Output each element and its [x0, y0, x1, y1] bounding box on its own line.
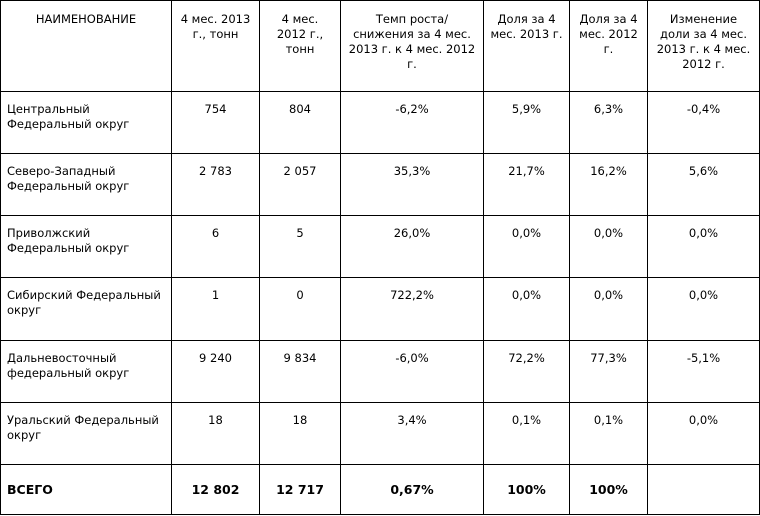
- growth-cell: 26,0%: [340, 215, 484, 279]
- header-growth-rate: Темп роста/снижения за 4 мес. 2013 г. к …: [340, 0, 484, 92]
- value-2012-cell: 9 834: [259, 339, 341, 403]
- region-name-cell: Дальневосточный федеральный округ: [0, 339, 172, 403]
- value-2013-cell: 18: [171, 401, 260, 465]
- region-name-cell: Северо-Западный Федеральный округ: [0, 153, 172, 217]
- table-row: Уральский Федеральный округ 18 18 3,4% 0…: [0, 401, 760, 465]
- value-2013-cell: 9 240: [171, 339, 260, 403]
- value-2013-cell: 6: [171, 215, 260, 279]
- share-change-cell: -0,4%: [647, 90, 760, 155]
- share-2013-cell: 0,1%: [483, 401, 570, 465]
- table-row: Северо-Западный Федеральный округ 2 783 …: [0, 153, 760, 217]
- region-name-cell: Сибирский Федеральный округ: [0, 277, 172, 341]
- growth-cell: 722,2%: [340, 277, 484, 341]
- region-name-cell: Центральный Федеральный округ: [0, 90, 172, 155]
- growth-cell: -6,0%: [340, 339, 484, 403]
- value-2013-cell: 2 783: [171, 153, 260, 217]
- value-2012-cell: 2 057: [259, 153, 341, 217]
- header-share-2013: Доля за 4 мес. 2013 г.: [483, 0, 570, 92]
- share-2013-cell: 21,7%: [483, 153, 570, 217]
- value-2012-cell: 18: [259, 401, 341, 465]
- table-row: Приволжский Федеральный округ 6 5 26,0% …: [0, 215, 760, 279]
- header-2013-tons: 4 мес. 2013 г., тонн: [171, 0, 260, 92]
- value-2013-cell: 754: [171, 90, 260, 155]
- table-row: Сибирский Федеральный округ 1 0 722,2% 0…: [0, 277, 760, 341]
- share-2012-cell: 0,1%: [569, 401, 648, 465]
- total-growth-cell: 0,67%: [340, 463, 484, 516]
- share-change-cell: 5,6%: [647, 153, 760, 217]
- share-2012-cell: 6,3%: [569, 90, 648, 155]
- share-2013-cell: 5,9%: [483, 90, 570, 155]
- share-2012-cell: 0,0%: [569, 277, 648, 341]
- share-change-cell: 0,0%: [647, 401, 760, 465]
- share-2012-cell: 16,2%: [569, 153, 648, 217]
- share-2013-cell: 0,0%: [483, 277, 570, 341]
- region-name-cell: Приволжский Федеральный округ: [0, 215, 172, 279]
- header-share-2012: Доля за 4 мес. 2012 г.: [569, 0, 648, 92]
- header-row: НАИМЕНОВАНИЕ 4 мес. 2013 г., тонн 4 мес.…: [0, 0, 760, 92]
- total-share-change-cell: [647, 463, 760, 516]
- share-2012-cell: 77,3%: [569, 339, 648, 403]
- header-name: НАИМЕНОВАНИЕ: [0, 0, 172, 92]
- total-share-2012-cell: 100%: [569, 463, 648, 516]
- total-2013-cell: 12 802: [171, 463, 260, 516]
- growth-cell: 35,3%: [340, 153, 484, 217]
- total-label-cell: ВСЕГО: [0, 463, 172, 516]
- value-2012-cell: 804: [259, 90, 341, 155]
- share-2013-cell: 0,0%: [483, 215, 570, 279]
- table-row: Дальневосточный федеральный округ 9 240 …: [0, 339, 760, 403]
- header-2012-tons: 4 мес. 2012 г., тонн: [259, 0, 341, 92]
- value-2012-cell: 0: [259, 277, 341, 341]
- value-2013-cell: 1: [171, 277, 260, 341]
- total-2012-cell: 12 717: [259, 463, 341, 516]
- value-2012-cell: 5: [259, 215, 341, 279]
- table-row: Центральный Федеральный округ 754 804 -6…: [0, 90, 760, 155]
- region-name-cell: Уральский Федеральный округ: [0, 401, 172, 465]
- share-change-cell: 0,0%: [647, 215, 760, 279]
- growth-cell: 3,4%: [340, 401, 484, 465]
- share-2013-cell: 72,2%: [483, 339, 570, 403]
- share-2012-cell: 0,0%: [569, 215, 648, 279]
- growth-cell: -6,2%: [340, 90, 484, 155]
- share-change-cell: -5,1%: [647, 339, 760, 403]
- total-share-2013-cell: 100%: [483, 463, 570, 516]
- total-row: ВСЕГО 12 802 12 717 0,67% 100% 100%: [0, 463, 760, 516]
- share-change-cell: 0,0%: [647, 277, 760, 341]
- header-share-change: Изменение доли за 4 мес. 2013 г. к 4 мес…: [647, 0, 760, 92]
